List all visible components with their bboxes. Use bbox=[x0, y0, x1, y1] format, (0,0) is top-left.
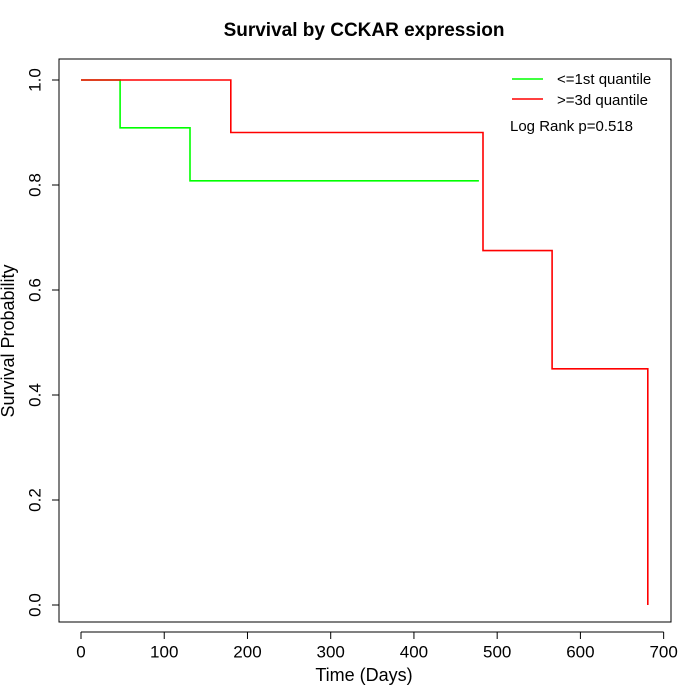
x-tick-label: 400 bbox=[400, 642, 428, 661]
series-layer bbox=[81, 79, 649, 605]
series-line-0 bbox=[81, 79, 479, 182]
plot-frame bbox=[58, 58, 672, 623]
chart-title: Survival by CCKAR expression bbox=[224, 20, 505, 41]
y-tick-label: 0.2 bbox=[25, 488, 44, 512]
y-axis: 0.0 0.2 0.4 0.6 0.8 1.0 bbox=[25, 68, 60, 617]
legend-label-high: >=3d quantile bbox=[557, 92, 648, 109]
y-axis-label: Survival Probability bbox=[0, 264, 18, 417]
x-tick-label: 700 bbox=[649, 642, 677, 661]
x-tick-label: 0 bbox=[76, 642, 85, 661]
x-tick-label: 100 bbox=[150, 642, 178, 661]
legend: <=1st quantile >=3d quantile Log Rank p=… bbox=[510, 71, 651, 135]
series-line-1 bbox=[81, 79, 649, 605]
x-tick-label: 600 bbox=[566, 642, 594, 661]
log-rank-annotation: Log Rank p=0.518 bbox=[510, 118, 633, 135]
x-axis: 0 100 200 300 400 500 600 700 bbox=[76, 631, 678, 661]
y-tick-label: 0.6 bbox=[25, 278, 44, 302]
legend-label-low: <=1st quantile bbox=[557, 71, 651, 88]
y-tick-label: 1.0 bbox=[25, 68, 44, 92]
x-tick-label: 200 bbox=[233, 642, 261, 661]
x-axis-label: Time (Days) bbox=[315, 665, 412, 685]
x-tick-label: 500 bbox=[483, 642, 511, 661]
y-tick-label: 0.8 bbox=[25, 173, 44, 197]
x-tick-label: 300 bbox=[317, 642, 345, 661]
y-tick-label: 0.0 bbox=[25, 593, 44, 617]
y-tick-label: 0.4 bbox=[25, 383, 44, 407]
